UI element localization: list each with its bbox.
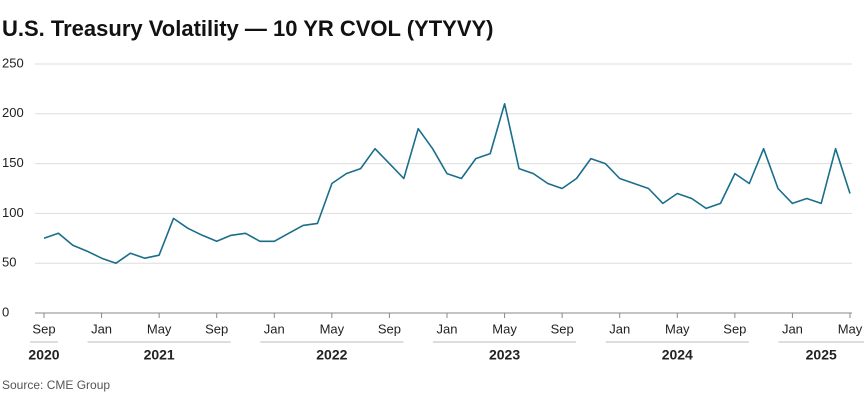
source: Source: CME Group — [2, 378, 110, 392]
x-tick-label: Jan — [91, 321, 112, 336]
year-label: 2022 — [316, 347, 347, 363]
year-label: 2025 — [806, 347, 837, 363]
x-tick-label: May — [665, 321, 690, 336]
x-tick-label: Jan — [264, 321, 285, 336]
chart-title: U.S. Treasury Volatility — 10 YR CVOL (Y… — [2, 16, 494, 41]
x-tick-label: Sep — [378, 321, 401, 336]
year-label: 2024 — [662, 347, 693, 363]
x-tick-label: May — [838, 321, 863, 336]
year-label: 2020 — [28, 347, 59, 363]
x-tick-label: May — [320, 321, 345, 336]
y-tick-label: 50 — [2, 255, 16, 270]
year-label: 2023 — [489, 347, 520, 363]
x-tick-label: May — [147, 321, 172, 336]
x-tick-label: Jan — [609, 321, 630, 336]
y-tick-label: 0 — [2, 304, 9, 319]
x-tick-label: May — [492, 321, 517, 336]
x-tick-label: Sep — [723, 321, 746, 336]
x-tick-label: Sep — [32, 321, 55, 336]
x-tick-label: Jan — [437, 321, 458, 336]
y-tick-label: 200 — [2, 105, 24, 120]
y-tick-label: 250 — [2, 55, 24, 70]
x-tick-label: Sep — [551, 321, 574, 336]
line — [43, 103, 851, 264]
x-tick-label: Jan — [782, 321, 803, 336]
y-tick-label: 150 — [2, 155, 24, 170]
x-tick-label: Sep — [205, 321, 228, 336]
year-label: 2021 — [144, 347, 175, 363]
y-tick-label: 100 — [2, 205, 24, 220]
